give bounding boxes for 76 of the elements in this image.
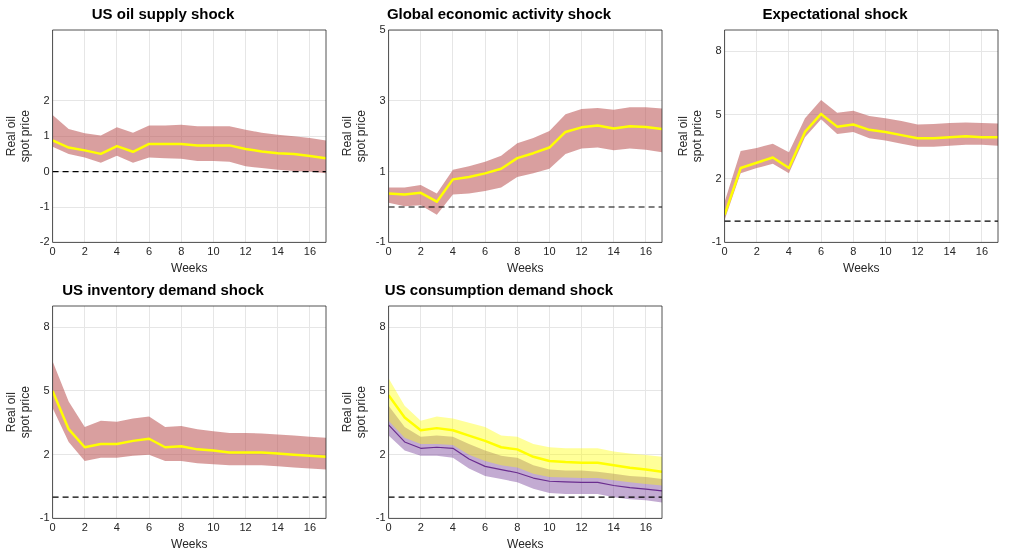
x-tick-label: 8 bbox=[514, 245, 521, 258]
x-tick-label: 8 bbox=[514, 521, 521, 534]
x-tick-label: 6 bbox=[146, 245, 153, 258]
x-tick-label: 16 bbox=[639, 245, 653, 258]
y-tick-label: -2 bbox=[39, 235, 50, 248]
x-axis-title: Weeks bbox=[843, 261, 880, 276]
x-tick-label: 10 bbox=[879, 245, 892, 258]
x-tick-label: 10 bbox=[543, 245, 556, 258]
y-tick-label: 1 bbox=[43, 129, 50, 142]
x-tick-label: 14 bbox=[607, 521, 620, 534]
y-axis-title: Real oil spot price bbox=[3, 385, 32, 439]
x-tick-label: 2 bbox=[417, 521, 424, 534]
x-tick-label: 4 bbox=[113, 245, 120, 258]
x-tick-label: 14 bbox=[271, 521, 284, 534]
x-tick-label: 8 bbox=[850, 245, 857, 258]
x-tick-label: 16 bbox=[975, 245, 989, 258]
x-tick-label: 6 bbox=[818, 245, 825, 258]
y-tick-label: 3 bbox=[379, 93, 386, 106]
y-tick-label: 5 bbox=[715, 107, 722, 120]
x-tick-label: 14 bbox=[607, 245, 620, 258]
x-axis-title: Weeks bbox=[171, 261, 208, 276]
x-tick-label: 2 bbox=[417, 245, 424, 258]
x-tick-label: 16 bbox=[303, 245, 317, 258]
chart-title: US oil supply shock bbox=[91, 5, 235, 23]
x-tick-label: 16 bbox=[303, 521, 317, 534]
x-tick-label: 4 bbox=[449, 521, 456, 534]
y-tick-label: -1 bbox=[39, 200, 50, 213]
x-tick-label: 12 bbox=[911, 245, 924, 258]
x-axis-title: Weeks bbox=[507, 261, 544, 276]
x-tick-label: 16 bbox=[639, 521, 653, 534]
x-tick-label: 14 bbox=[271, 245, 284, 258]
y-tick-label: 8 bbox=[715, 44, 722, 57]
x-axis-title: Weeks bbox=[171, 537, 208, 552]
y-tick-label: 5 bbox=[379, 383, 386, 396]
x-tick-label: 2 bbox=[81, 245, 88, 258]
y-tick-label: -1 bbox=[375, 235, 386, 248]
y-tick-label: -1 bbox=[375, 511, 386, 524]
x-axis-title: Weeks bbox=[507, 537, 544, 552]
y-axis-title: Real oil spot price bbox=[339, 385, 368, 439]
x-tick-label: 8 bbox=[178, 521, 185, 534]
x-tick-label: 14 bbox=[943, 245, 956, 258]
x-tick-label: 4 bbox=[113, 521, 120, 534]
y-tick-label: 5 bbox=[43, 383, 50, 396]
y-tick-label: 5 bbox=[379, 23, 386, 36]
x-tick-label: 12 bbox=[575, 245, 588, 258]
y-tick-label: -1 bbox=[39, 511, 50, 524]
y-tick-label: 8 bbox=[43, 320, 50, 333]
chart-title: Global economic activity shock bbox=[386, 5, 612, 23]
y-tick-label: 1 bbox=[379, 164, 386, 177]
x-tick-label: 6 bbox=[482, 521, 489, 534]
x-tick-label: 10 bbox=[207, 521, 220, 534]
y-tick-label: 0 bbox=[43, 164, 50, 177]
y-axis-title: Real oil spot price bbox=[339, 109, 368, 163]
y-axis-title: Real oil spot price bbox=[675, 109, 704, 163]
y-tick-label: 8 bbox=[379, 320, 386, 333]
x-tick-label: 12 bbox=[239, 245, 252, 258]
x-tick-label: 12 bbox=[239, 521, 252, 534]
x-tick-label: 4 bbox=[449, 245, 456, 258]
x-tick-label: 6 bbox=[146, 521, 153, 534]
chart-title: US inventory demand shock bbox=[62, 281, 265, 299]
chart-title: Expectational shock bbox=[762, 5, 909, 23]
y-tick-label: 2 bbox=[379, 447, 386, 460]
x-tick-label: 12 bbox=[575, 521, 588, 534]
y-tick-label: 2 bbox=[715, 171, 722, 184]
x-tick-label: 2 bbox=[753, 245, 760, 258]
x-tick-label: 4 bbox=[785, 245, 792, 258]
chart-title: US consumption demand shock bbox=[384, 281, 614, 299]
y-tick-label: -1 bbox=[711, 235, 722, 248]
y-axis-title: Real oil spot price bbox=[3, 109, 32, 163]
y-tick-label: 2 bbox=[43, 447, 50, 460]
x-tick-label: 8 bbox=[178, 245, 185, 258]
x-tick-label: 2 bbox=[81, 521, 88, 534]
x-tick-label: 6 bbox=[482, 245, 489, 258]
x-tick-label: 10 bbox=[207, 245, 220, 258]
x-tick-label: 10 bbox=[543, 521, 556, 534]
y-tick-label: 2 bbox=[43, 93, 50, 106]
